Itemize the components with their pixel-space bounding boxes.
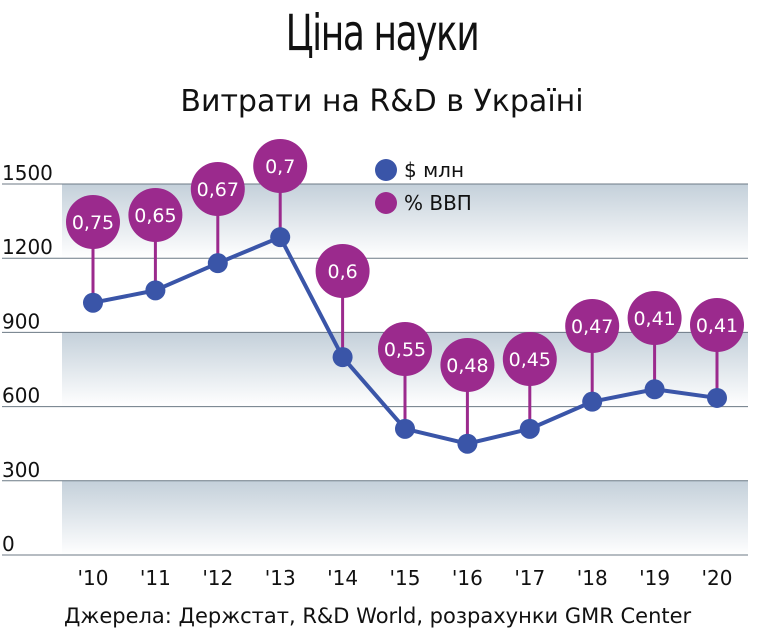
bubble-gdp xyxy=(378,322,432,376)
bubble-gdp xyxy=(627,291,682,345)
y-tick-label: 1500 xyxy=(2,161,53,185)
chart-title: Ціна науки xyxy=(285,4,480,62)
x-tick-label: '11 xyxy=(140,566,171,590)
data-point-usd xyxy=(395,418,415,439)
bubble-gdp xyxy=(190,162,245,216)
data-label-gdp: 0,47 xyxy=(571,316,613,338)
data-label-gdp: 0,75 xyxy=(72,212,114,234)
y-tick-label: 0 xyxy=(2,532,15,556)
data-label-gdp: 0,6 xyxy=(327,261,357,283)
y-tick-label: 300 xyxy=(2,458,40,482)
data-point-usd xyxy=(145,280,166,301)
bubble-gdp xyxy=(690,298,744,352)
data-point-usd xyxy=(519,418,540,439)
x-tick-label: '14 xyxy=(327,566,358,590)
data-point-usd xyxy=(207,253,228,274)
data-label-gdp: 0,41 xyxy=(696,315,738,337)
chart-subtitle: Витрати на R&D в Україні xyxy=(180,84,584,119)
x-tick-label: '19 xyxy=(639,566,670,590)
x-tick-label: '13 xyxy=(265,566,296,590)
x-tick-label: '10 xyxy=(78,566,109,590)
x-tick-label: '18 xyxy=(577,566,608,590)
y-tick-label: 1200 xyxy=(2,235,53,259)
data-label-gdp: 0,55 xyxy=(384,339,426,361)
bubble-gdp xyxy=(440,338,495,392)
y-tick-label: 600 xyxy=(2,384,40,408)
x-tick-label: '15 xyxy=(390,566,421,590)
data-point-usd xyxy=(582,391,603,412)
bubble-gdp xyxy=(253,139,308,193)
data-point-usd xyxy=(332,347,353,368)
bubble-gdp xyxy=(66,195,120,249)
data-label-gdp: 0,48 xyxy=(446,355,488,377)
data-point-usd xyxy=(83,292,103,313)
data-label-gdp: 0,45 xyxy=(509,349,551,371)
bubble-gdp xyxy=(565,299,620,353)
data-label-gdp: 0,67 xyxy=(197,179,239,201)
data-label-gdp: 0,7 xyxy=(265,156,295,178)
legend-label-usd: $ млн xyxy=(404,158,464,182)
bubble-gdp xyxy=(315,244,370,298)
legend-marker-usd xyxy=(375,159,397,181)
data-point-usd xyxy=(644,379,665,400)
x-tick-label: '17 xyxy=(514,566,545,590)
data-label-gdp: 0,41 xyxy=(633,308,675,330)
data-point-usd xyxy=(457,433,478,454)
x-tick-label: '16 xyxy=(452,566,483,590)
bubble-gdp xyxy=(502,332,557,386)
grid-band xyxy=(62,480,748,555)
source-note: Джерела: Держстат, R&D World, розрахунки… xyxy=(64,604,692,628)
bubble-gdp xyxy=(128,188,183,242)
data-point-usd xyxy=(707,387,727,408)
legend-marker-gdp xyxy=(375,192,397,214)
x-tick-label: '20 xyxy=(702,566,733,590)
legend-label-gdp: % ВВП xyxy=(404,191,472,215)
data-label-gdp: 0,65 xyxy=(134,205,176,227)
y-tick-label: 900 xyxy=(2,309,40,333)
data-point-usd xyxy=(270,227,291,248)
x-tick-label: '12 xyxy=(202,566,233,590)
